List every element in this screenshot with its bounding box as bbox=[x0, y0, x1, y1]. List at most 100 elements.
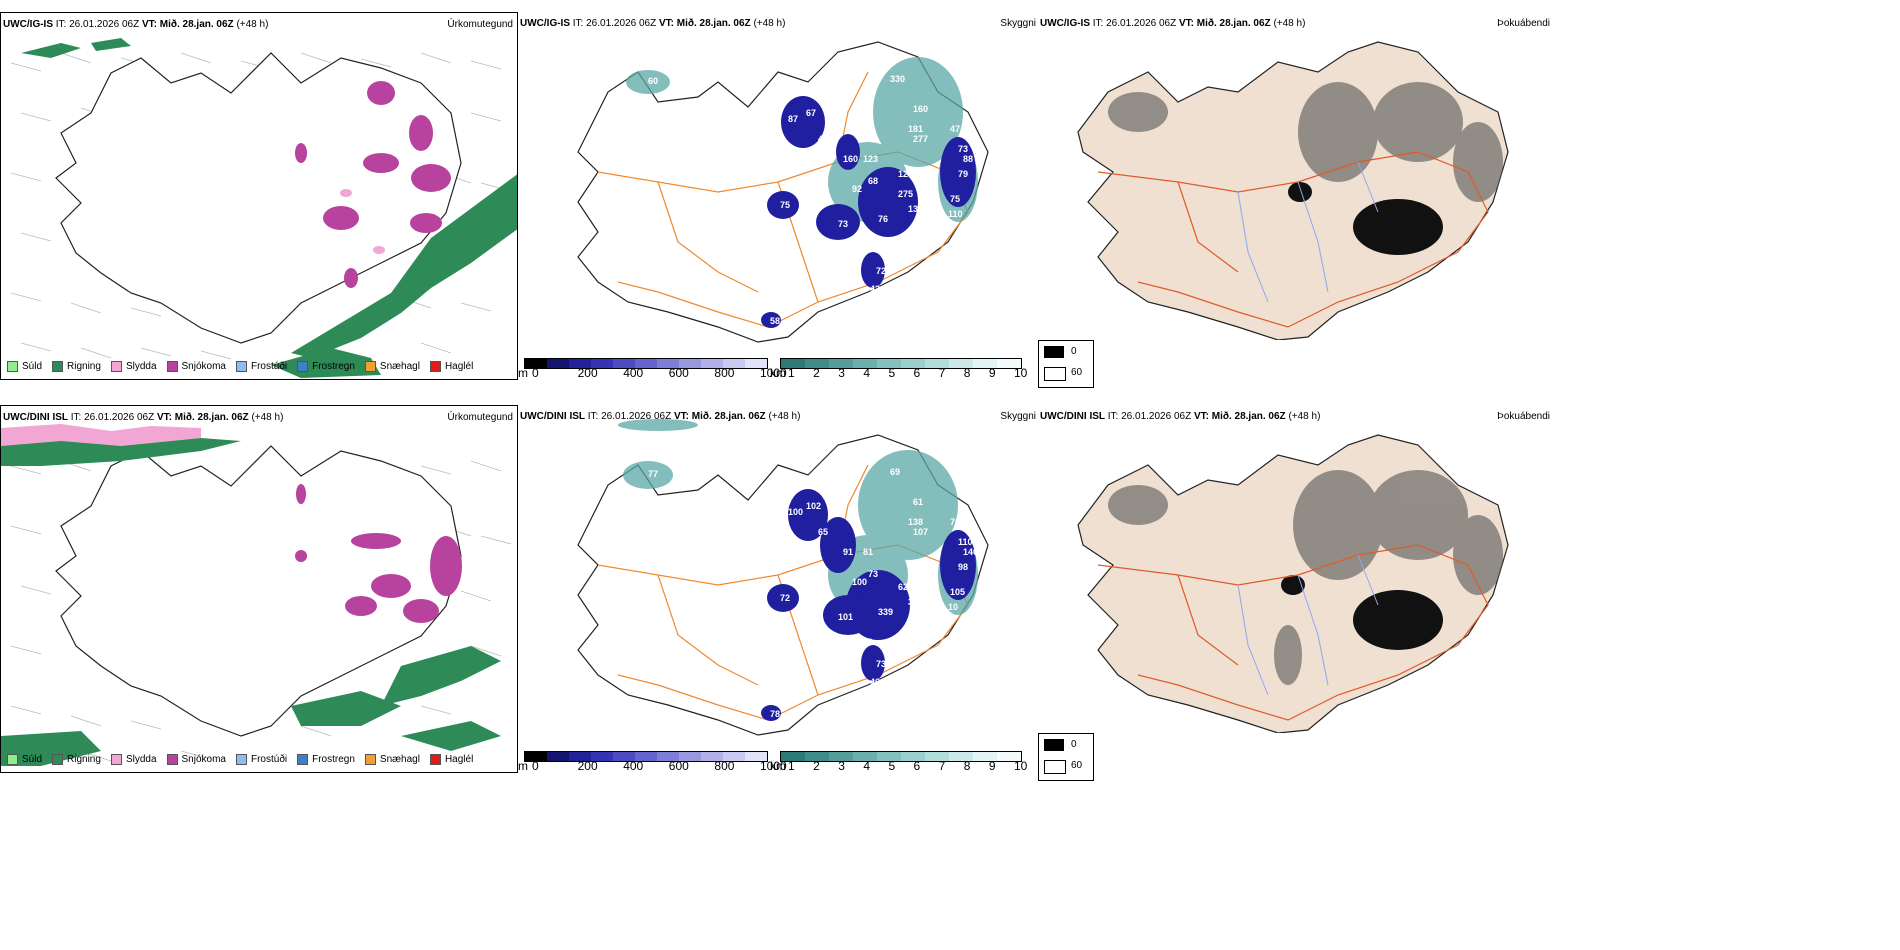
cloud-base-value: 61 bbox=[913, 497, 923, 507]
cloud-base-value: 72 bbox=[780, 593, 790, 603]
cloud-base-value: 277 bbox=[913, 134, 928, 144]
fog-legend: 0 60 bbox=[1038, 733, 1094, 781]
legend-label: Súld bbox=[22, 361, 43, 372]
cloud-base-value: 46 bbox=[870, 677, 880, 687]
cloud-base-value: 72 bbox=[876, 266, 886, 276]
legend-swatch bbox=[166, 754, 178, 765]
cloud-base-value: 34 bbox=[838, 477, 848, 487]
roads bbox=[1097, 544, 1489, 721]
cloud-base-value: 88 bbox=[963, 154, 973, 164]
legend-label: Snjókoma bbox=[181, 361, 226, 372]
precip-legend: Súld Rigning Slydda Snjókoma Frostúði Frostre… bbox=[7, 754, 483, 765]
cloud-base-value: 181 bbox=[908, 124, 923, 134]
legend-label: Rigning bbox=[67, 754, 101, 765]
legend-swatch bbox=[7, 754, 18, 765]
fog-map bbox=[1077, 434, 1509, 733]
cloud-base-panel-row1: UWC/IG-IS IT: 26.01.2026 06Z VT: Mið. 28… bbox=[518, 12, 1038, 380]
panel-title: UWC/IG-IS IT: 26.01.2026 06Z VT: Mið. 28… bbox=[520, 18, 786, 29]
iceland-coastline bbox=[55, 445, 462, 737]
colorbar-cell bbox=[973, 359, 997, 368]
legend-item: Slydda bbox=[110, 754, 157, 765]
colorbar-tick-label: 1 bbox=[788, 759, 795, 773]
cloud-base-value: 342 bbox=[920, 182, 935, 192]
dense-fog bbox=[1288, 182, 1443, 255]
rivers bbox=[1237, 554, 1379, 696]
panel-title: UWC/DINI ISL IT: 26.01.2026 06Z VT: Mið.… bbox=[520, 411, 801, 422]
colorbar-cell bbox=[635, 752, 657, 761]
colorbar-cell bbox=[745, 359, 767, 368]
low-cloud-base-areas bbox=[761, 96, 976, 328]
colorbar-tick-label: 400 bbox=[623, 366, 644, 380]
legend-label: Snæhagl bbox=[379, 361, 420, 372]
colorbar-cell bbox=[925, 359, 949, 368]
legend-label: Haglél bbox=[444, 754, 474, 765]
legend-swatch bbox=[429, 754, 441, 765]
cloud-base-value: 98 bbox=[958, 562, 968, 572]
colorbar-tick-label: 0 bbox=[532, 366, 539, 380]
cloud-base-value: 73 bbox=[958, 144, 968, 154]
panel-title: UWC/IG-IS IT: 26.01.2026 06Z VT: Mið. 28… bbox=[3, 19, 269, 30]
visibility-unit: km bbox=[770, 759, 786, 773]
cloud-base-value: 76 bbox=[950, 517, 960, 527]
fog-map bbox=[1077, 41, 1509, 340]
colorbar-cell bbox=[973, 752, 997, 761]
cloud-base-value: 75 bbox=[950, 194, 960, 204]
cloud-base-value: 73 bbox=[868, 569, 878, 579]
cloud-base-value: 73 bbox=[876, 659, 886, 669]
wind-barbs bbox=[10, 52, 512, 360]
visibility-colorbar bbox=[780, 751, 1022, 762]
colorbar-tick-label: 10 bbox=[1014, 759, 1028, 773]
cloud-base-value: 140 bbox=[963, 547, 978, 557]
low-cloud-base-areas bbox=[761, 489, 976, 721]
precip-type-panel-row2: UWC/DINI ISL IT: 26.01.2026 06Z VT: Mið.… bbox=[0, 405, 518, 773]
legend-label: Frostregn bbox=[312, 754, 355, 765]
colorbar-cell bbox=[781, 359, 805, 368]
legend-label: Snjókoma bbox=[181, 754, 226, 765]
cloud-base-unit: m bbox=[518, 759, 528, 773]
panel-parameter-label: Þokuábendi bbox=[1497, 411, 1550, 422]
legend-item: Haglél bbox=[429, 361, 473, 372]
panel-title: UWC/DINI ISL IT: 26.01.2026 06Z VT: Mið.… bbox=[3, 412, 284, 423]
cloud-base-value: 77 bbox=[648, 469, 658, 479]
cloud-base-value: 118 bbox=[858, 637, 873, 647]
colorbar-tick-label: 800 bbox=[714, 366, 735, 380]
colorbar-tick-label: 7 bbox=[938, 366, 946, 380]
panel-parameter-label: Skyggni bbox=[1000, 18, 1036, 29]
legend-swatch bbox=[235, 361, 247, 372]
legend-swatch bbox=[429, 361, 441, 372]
colorbar-tick-label: 1000 bbox=[760, 366, 787, 380]
colorbar-cell bbox=[925, 752, 949, 761]
cloud-base-value: 91 bbox=[843, 547, 853, 557]
cloud-base-value: 126 bbox=[898, 169, 913, 179]
colorbar-cell bbox=[613, 752, 635, 761]
cloud-map: 75 73 92 68 76 21 72 42 58 87 67 60 10 41 160 123 275 181… bbox=[577, 41, 989, 343]
cloud-base-value: 160 bbox=[843, 154, 858, 164]
visibility-colorbar bbox=[780, 358, 1022, 369]
colorbar-cell bbox=[569, 359, 591, 368]
legend-item: Snæhagl bbox=[364, 361, 420, 372]
snow-areas bbox=[295, 81, 451, 288]
colorbar-tick-label: 2 bbox=[813, 759, 820, 773]
cloud-base-value: 331 bbox=[908, 597, 923, 607]
colorbar-tick-label: 0 bbox=[532, 759, 539, 773]
panel-parameter-label: Úrkomutegund bbox=[447, 19, 513, 30]
colorbar-cell bbox=[635, 359, 657, 368]
cloud-base-value: 138 bbox=[908, 517, 923, 527]
dense-fog bbox=[1281, 575, 1443, 650]
sleet-areas bbox=[1, 424, 201, 446]
cloud-base-value: 41 bbox=[818, 134, 828, 144]
colorbar-cell bbox=[949, 752, 973, 761]
legend-item: Snjókoma bbox=[166, 361, 226, 372]
cloud-base-value: 51 bbox=[918, 204, 928, 214]
legend-item: Rigning bbox=[52, 361, 101, 372]
snow-areas bbox=[295, 484, 462, 623]
panel-parameter-label: Skyggni bbox=[1000, 411, 1036, 422]
cloud-base-value: 65 bbox=[936, 224, 946, 234]
colorbar-cell bbox=[613, 359, 635, 368]
cloud-base-value: 347 bbox=[918, 597, 933, 607]
colorbar-cell bbox=[723, 359, 745, 368]
cloud-base-value: 81 bbox=[863, 547, 873, 557]
cloud-base-value: 100 bbox=[788, 507, 803, 517]
